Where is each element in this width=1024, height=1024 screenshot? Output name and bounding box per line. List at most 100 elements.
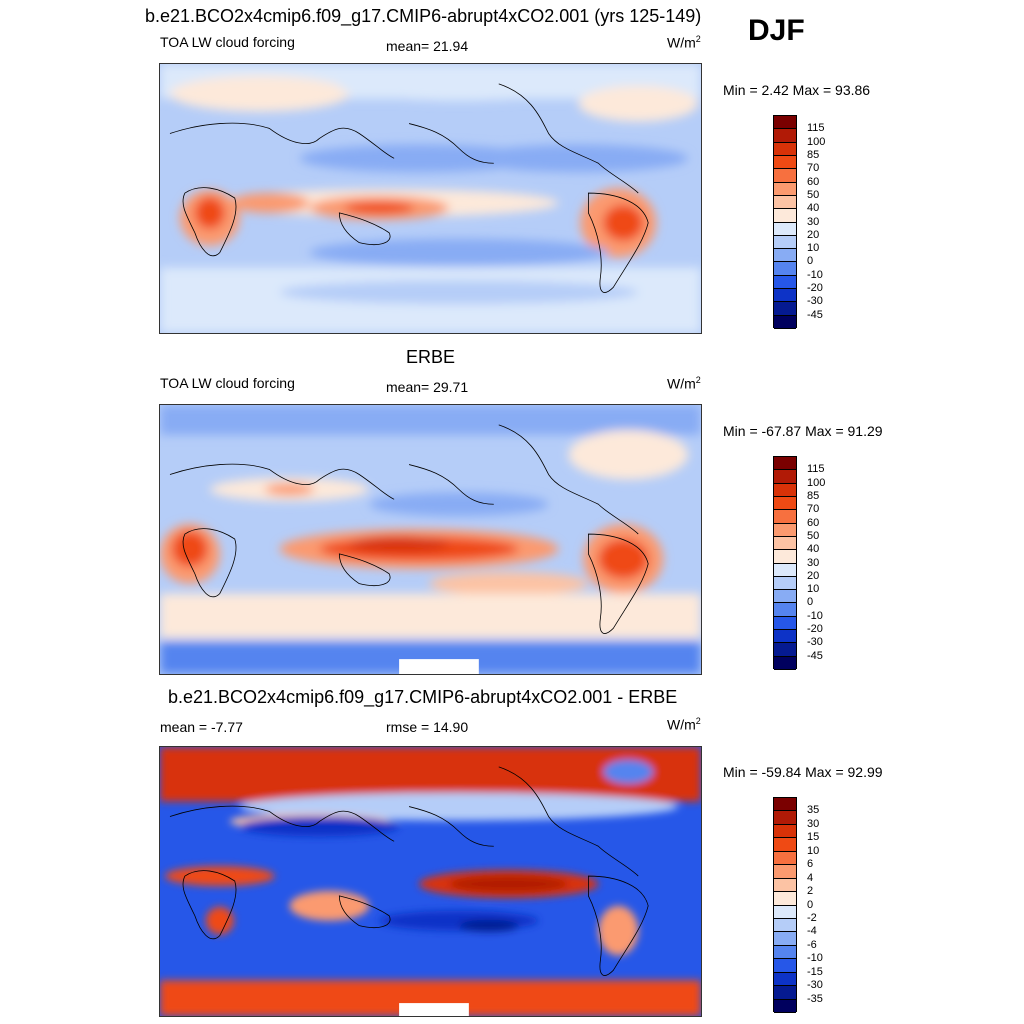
panel-diff-unit: W/m2	[667, 716, 701, 733]
colorbar-tick-label: -2	[807, 911, 817, 924]
colorbar-swatch	[774, 496, 796, 511]
colorbar-swatch	[774, 798, 796, 812]
colorbar-tick-label: 10	[807, 242, 820, 255]
colorbar-swatch	[774, 315, 796, 329]
colorbar-tick-label: 6	[807, 858, 814, 871]
panel-obs-colorbar	[773, 456, 797, 670]
panel-obs-mean: mean= 29.71	[386, 379, 469, 395]
colorbar-tick-label: 115	[807, 463, 825, 476]
colorbar-swatch	[774, 945, 796, 960]
colorbar-tick-label: 20	[807, 228, 820, 241]
colorbar-swatch	[774, 536, 796, 551]
colorbar-swatch	[774, 142, 796, 156]
colorbar-tick-label: 50	[807, 188, 820, 201]
colorbar-swatch	[774, 523, 796, 537]
panel-diff-map	[159, 746, 702, 1017]
colorbar-tick-label: 30	[807, 817, 820, 830]
panel-obs-map	[159, 404, 702, 675]
colorbar-swatch	[774, 262, 796, 276]
colorbar-swatch	[774, 999, 796, 1013]
colorbar-tick-label: 85	[807, 148, 820, 161]
colorbar-tick-label: 60	[807, 175, 820, 188]
colorbar-swatch	[774, 932, 796, 946]
colorbar-tick-label: 40	[807, 202, 820, 215]
colorbar-swatch	[774, 986, 796, 1000]
colorbar-swatch	[774, 182, 796, 196]
panel-obs-variable-label: TOA LW cloud forcing	[160, 375, 295, 391]
colorbar-swatch	[774, 195, 796, 210]
panel-model-minmax: Min = 2.42 Max = 93.86	[723, 82, 871, 98]
colorbar-tick-label: -20	[807, 623, 823, 636]
colorbar-swatch	[774, 892, 796, 906]
colorbar-tick-label: 4	[807, 871, 814, 884]
colorbar-swatch	[774, 616, 796, 631]
colorbar-tick-label: 50	[807, 529, 820, 542]
panel-model-mean: mean= 21.94	[386, 38, 469, 54]
colorbar-tick-label: 2	[807, 885, 814, 898]
colorbar-tick-label: 30	[807, 215, 820, 228]
panel-diff-rmse: rmse = 14.90	[386, 719, 469, 735]
colorbar-tick-label: 30	[807, 556, 820, 569]
colorbar-swatch	[774, 865, 796, 879]
colorbar-swatch	[774, 972, 796, 987]
colorbar-swatch	[774, 289, 796, 303]
colorbar-tick-label: 85	[807, 489, 820, 502]
colorbar-swatch	[774, 457, 796, 471]
colorbar-tick-label: 10	[807, 583, 820, 596]
panel-obs-minmax: Min = -67.87 Max = 91.29	[723, 423, 883, 439]
colorbar-swatch	[774, 249, 796, 263]
colorbar-swatch	[774, 603, 796, 617]
colorbar-tick-label: -30	[807, 636, 823, 649]
colorbar-tick-label: 115	[807, 122, 825, 135]
colorbar-swatch	[774, 116, 796, 130]
colorbar-tick-label: -30	[807, 295, 823, 308]
colorbar-tick-label: 70	[807, 503, 820, 516]
colorbar-tick-label: -20	[807, 282, 823, 295]
colorbar-tick-label: 100	[807, 135, 826, 148]
panel-diff-title: b.e21.BCO2x4cmip6.f09_g17.CMIP6-abrupt4x…	[168, 687, 678, 707]
colorbar-tick-label: 0	[807, 255, 814, 268]
colorbar-swatch	[774, 590, 796, 604]
colorbar-tick-label: -30	[807, 979, 823, 992]
colorbar-swatch	[774, 576, 796, 591]
panel-model-unit: W/m2	[667, 34, 701, 51]
panel-model-map-svg	[160, 64, 701, 333]
colorbar-tick-label: -10	[807, 268, 823, 281]
colorbar-tick-label: 70	[807, 162, 820, 175]
colorbar-swatch	[774, 155, 796, 170]
panel-obs-map-svg	[160, 405, 701, 674]
panel-model-title: b.e21.BCO2x4cmip6.f09_g17.CMIP6-abrupt4x…	[145, 6, 702, 26]
colorbar-swatch	[774, 129, 796, 143]
colorbar-tick-label: -15	[807, 965, 823, 978]
colorbar-tick-label: 35	[807, 804, 820, 817]
colorbar-swatch	[774, 656, 796, 670]
colorbar-swatch	[774, 959, 796, 973]
colorbar-swatch	[774, 235, 796, 250]
colorbar-tick-label: 20	[807, 569, 820, 582]
panel-diff-map-svg	[160, 747, 701, 1016]
colorbar-tick-label: -45	[807, 308, 823, 321]
colorbar-swatch	[774, 630, 796, 644]
colorbar-swatch	[774, 483, 796, 497]
colorbar-tick-label: 15	[807, 831, 820, 844]
panel-model-map	[159, 63, 702, 334]
colorbar-swatch	[774, 838, 796, 852]
colorbar-swatch	[774, 302, 796, 316]
colorbar-tick-label: 0	[807, 596, 814, 609]
panel-diff-colorbar	[773, 797, 797, 1013]
colorbar-swatch	[774, 878, 796, 893]
colorbar-swatch	[774, 824, 796, 839]
colorbar-swatch	[774, 563, 796, 577]
colorbar-tick-label: -4	[807, 925, 817, 938]
colorbar-swatch	[774, 510, 796, 524]
panel-model-colorbar	[773, 115, 797, 329]
colorbar-swatch	[774, 851, 796, 866]
colorbar-swatch	[774, 209, 796, 223]
colorbar-tick-label: -6	[807, 938, 817, 951]
colorbar-swatch	[774, 169, 796, 183]
colorbar-swatch	[774, 470, 796, 484]
colorbar-tick-label: 0	[807, 898, 814, 911]
colorbar-swatch	[774, 275, 796, 290]
panel-obs-coastlines	[169, 424, 649, 634]
colorbar-swatch	[774, 643, 796, 657]
